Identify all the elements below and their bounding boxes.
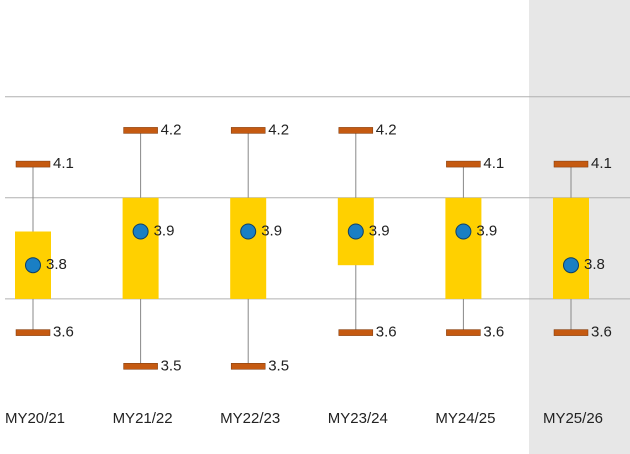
mean-dot	[563, 257, 579, 274]
box	[230, 197, 267, 299]
low-cap	[338, 329, 374, 336]
high-cap	[338, 127, 374, 134]
high-label: 4.1	[591, 155, 612, 172]
box	[553, 197, 589, 299]
high-label: 4.1	[483, 155, 504, 172]
low-label: 3.6	[591, 324, 612, 341]
high-label: 4.1	[53, 155, 74, 172]
low-label: 3.6	[376, 324, 397, 341]
low-label: 3.5	[268, 357, 289, 374]
high-cap	[553, 160, 589, 168]
high-cap	[15, 160, 51, 168]
low-label: 3.5	[161, 357, 182, 374]
mean-dot	[132, 223, 149, 240]
low-cap	[123, 363, 158, 370]
mean-dot	[25, 257, 41, 274]
box	[122, 197, 159, 299]
mean-label: 3.8	[46, 256, 67, 273]
mean-label: 3.9	[476, 222, 497, 239]
low-cap	[15, 329, 51, 336]
low-cap	[446, 329, 481, 336]
box	[445, 197, 482, 299]
x-tick-label: MY21/22	[113, 410, 173, 427]
high-cap	[446, 160, 481, 168]
x-tick-label: MY22/23	[220, 410, 280, 427]
mean-label: 3.8	[584, 256, 605, 273]
x-tick-label: MY25/26	[543, 410, 603, 427]
mean-dot	[455, 223, 472, 240]
mean-label: 3.9	[369, 222, 390, 239]
x-tick-label: MY23/24	[328, 410, 388, 427]
high-cap	[230, 127, 266, 134]
mean-dot	[347, 223, 364, 240]
high-label: 4.2	[161, 121, 182, 138]
high-cap	[123, 127, 158, 134]
x-tick-label: MY20/21	[5, 410, 65, 427]
high-label: 4.2	[268, 121, 289, 138]
low-label: 3.6	[483, 324, 504, 341]
low-cap	[553, 329, 589, 336]
low-label: 3.6	[53, 324, 74, 341]
mean-label: 3.9	[154, 222, 175, 239]
mean-dot	[240, 223, 257, 240]
mean-label: 3.9	[261, 222, 282, 239]
x-tick-label: MY24/25	[435, 410, 495, 427]
low-cap	[230, 363, 266, 370]
high-label: 4.2	[376, 121, 397, 138]
